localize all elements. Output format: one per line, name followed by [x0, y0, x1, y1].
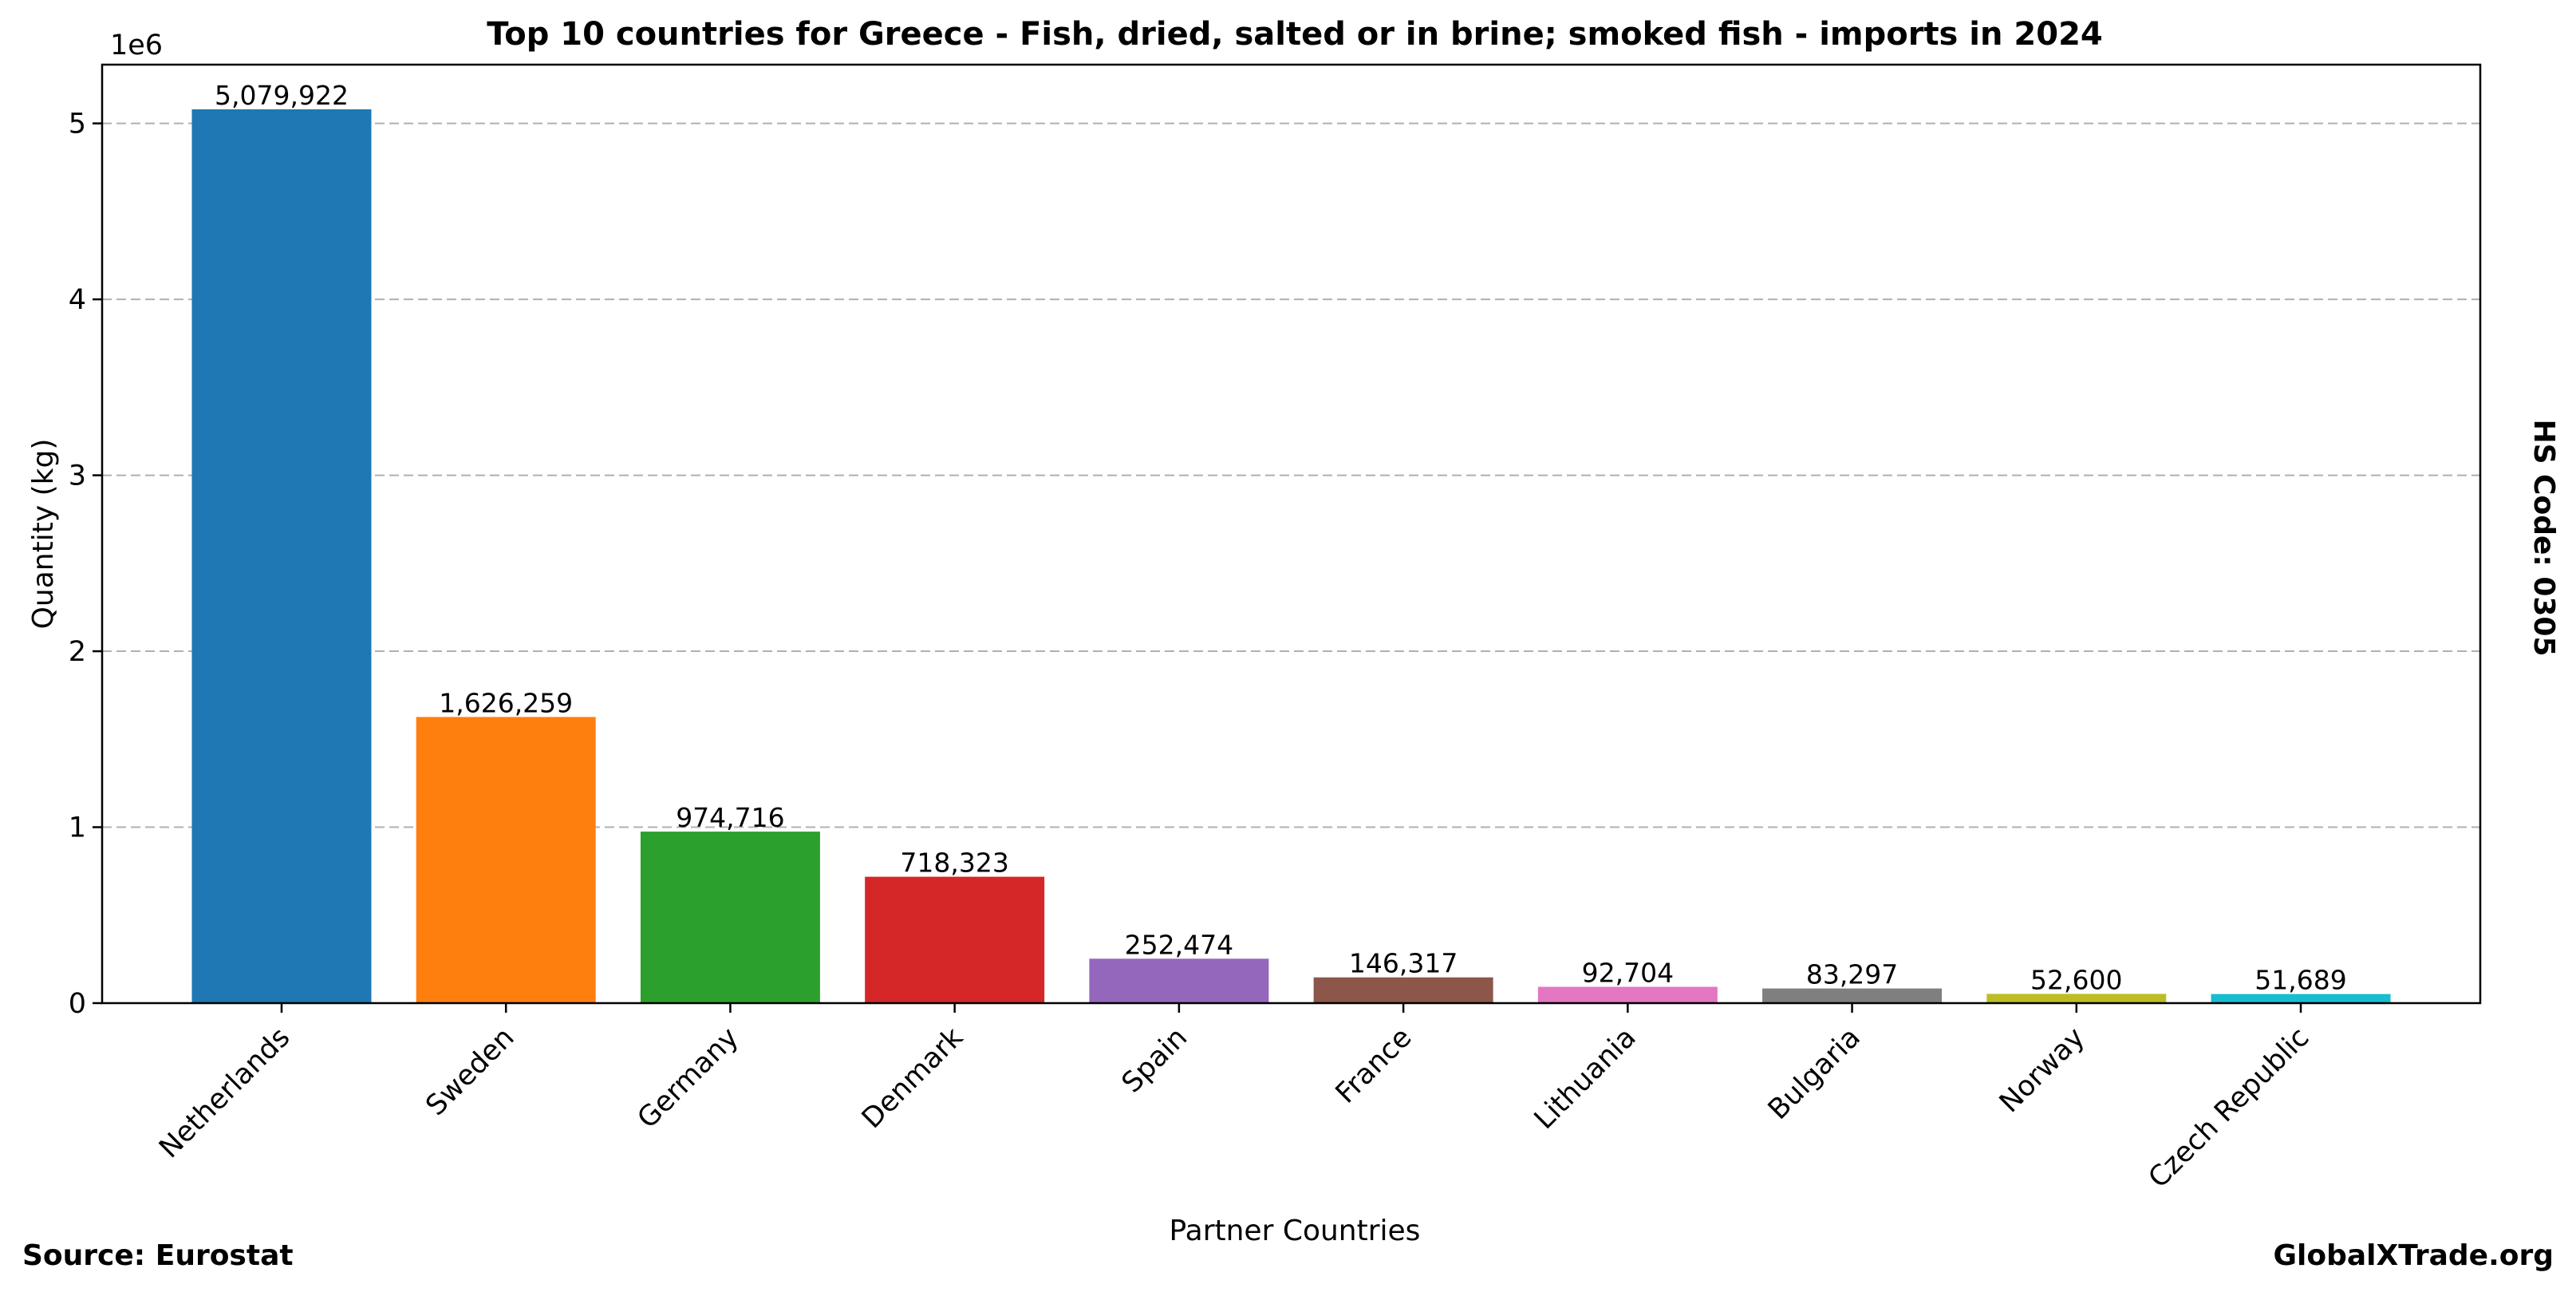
bar-sweden: [416, 717, 596, 1003]
source-label: Source: Eurostat: [22, 1239, 294, 1272]
chart-title: Top 10 countries for Greece - Fish, drie…: [487, 16, 2102, 53]
y-tick-label: 5: [69, 109, 86, 140]
bar-netherlands: [191, 109, 372, 1003]
bar-value-label: 252,474: [1125, 929, 1233, 960]
bar-value-label: 83,297: [1806, 959, 1898, 990]
bar-denmark: [865, 876, 1045, 1003]
site-label: GlobalXTrade.org: [2273, 1239, 2554, 1272]
x-tick-label: Bulgaria: [1762, 1021, 1867, 1126]
bar-value-label: 92,704: [1582, 958, 1674, 989]
y-tick-label: 1: [69, 812, 86, 844]
bar-value-label: 146,317: [1349, 948, 1458, 979]
bar-norway: [1986, 994, 2167, 1003]
x-tick-label: Netherlands: [153, 1021, 296, 1164]
y-axis-ticks: 0 1 2 3 4 5: [69, 109, 102, 1020]
bar-value-labels: 5,079,922 1,626,259 974,716 718,323 252,474 1…: [215, 80, 2347, 996]
bar-value-label: 1,626,259: [439, 687, 573, 718]
plot-frame: [101, 63, 2482, 1005]
x-axis-ticks: Netherlands Sweden Germany Denmark Spain Fran…: [153, 1003, 2315, 1195]
x-tick-label: Sweden: [420, 1021, 520, 1122]
x-tick-label: Denmark: [856, 1021, 970, 1136]
x-tick-label: Norway: [1994, 1021, 2091, 1119]
bar-lithuania: [1537, 986, 1718, 1003]
bar-value-label: 51,689: [2254, 965, 2346, 996]
bar-germany: [640, 832, 820, 1003]
bar-czech-republic: [2211, 994, 2391, 1003]
hs-code-label: HS Code: 0305: [2527, 419, 2560, 656]
bar-value-label: 5,079,922: [215, 80, 349, 111]
bar-value-label: 52,600: [2030, 964, 2122, 995]
bars: [191, 109, 2391, 1003]
bar-value-label: 974,716: [676, 802, 784, 833]
x-tick-label: Germany: [632, 1021, 745, 1135]
bar-bulgaria: [1762, 988, 1943, 1003]
x-axis-label: Partner Countries: [1170, 1215, 1421, 1247]
y-axis-scale-label: 1e6: [110, 30, 163, 61]
bar-france: [1313, 977, 1493, 1003]
bar-value-label: 718,323: [900, 848, 1008, 879]
y-tick-label: 2: [69, 636, 86, 668]
x-tick-label: France: [1330, 1021, 1418, 1110]
y-tick-label: 4: [69, 284, 86, 316]
x-tick-label: Spain: [1116, 1021, 1193, 1099]
bar-spain: [1089, 958, 1269, 1003]
y-tick-label: 0: [69, 988, 86, 1020]
y-tick-label: 3: [69, 460, 86, 492]
y-axis-label: Quantity (kg): [27, 439, 60, 630]
x-tick-label: Lithuania: [1529, 1021, 1643, 1136]
x-tick-label: Czech Republic: [2143, 1021, 2316, 1195]
